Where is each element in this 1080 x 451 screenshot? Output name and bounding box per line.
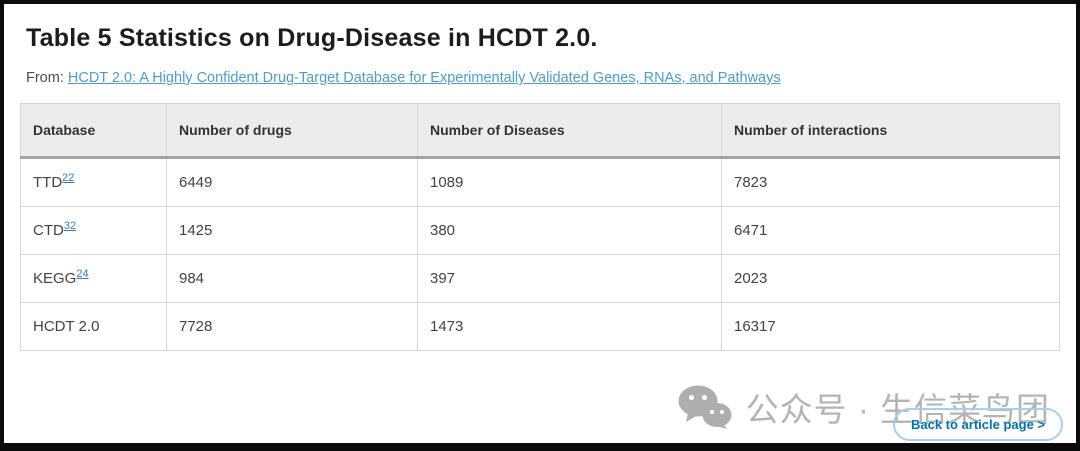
database-cell: TTD22	[20, 157, 167, 207]
diseases-cell: 1473	[417, 302, 722, 351]
database-name: CTD	[33, 222, 64, 239]
drugs-cell: 6449	[166, 157, 418, 207]
table-header-row: Database Number of drugs Number of Disea…	[20, 103, 1060, 159]
table-row: TTD22 6449 1089 7823	[20, 157, 1060, 207]
drugs-cell: 984	[166, 254, 418, 303]
statistics-table: Database Number of drugs Number of Disea…	[20, 103, 1060, 351]
reference-link[interactable]: 24	[76, 268, 89, 280]
table-row: CTD32 1425 380 6471	[20, 206, 1060, 255]
column-header-database: Database	[20, 103, 167, 159]
source-article-link[interactable]: HCDT 2.0: A Highly Confident Drug-Target…	[67, 70, 781, 86]
drugs-cell: 7728	[166, 302, 418, 351]
interactions-cell: 6471	[721, 206, 1060, 255]
interactions-cell: 16317	[721, 302, 1060, 351]
drugs-cell: 1425	[166, 206, 418, 255]
interactions-cell: 2023	[721, 254, 1060, 303]
database-name: TTD	[33, 174, 63, 191]
source-line: From: HCDT 2.0: A Highly Confident Drug-…	[26, 70, 1060, 86]
page-title: Table 5 Statistics on Drug-Disease in HC…	[26, 24, 598, 52]
database-name: KEGG	[33, 270, 77, 287]
table-row: HCDT 2.0 7728 1473 16317	[20, 302, 1060, 351]
diseases-cell: 1089	[417, 157, 722, 207]
from-label: From:	[26, 70, 64, 86]
content-area: Table 5 Statistics on Drug-Disease in HC…	[4, 4, 1076, 351]
diseases-cell: 397	[417, 254, 722, 303]
database-name: HCDT 2.0	[33, 318, 100, 335]
column-header-interactions: Number of interactions	[721, 103, 1060, 159]
interactions-cell: 7823	[721, 157, 1060, 207]
database-cell: HCDT 2.0	[20, 302, 167, 351]
column-header-diseases: Number of Diseases	[417, 103, 722, 159]
table-row: KEGG24 984 397 2023	[20, 254, 1060, 303]
diseases-cell: 380	[417, 206, 722, 255]
column-header-drugs: Number of drugs	[166, 103, 418, 159]
back-to-article-button[interactable]: Back to article page >	[892, 408, 1063, 441]
database-cell: CTD32	[20, 206, 167, 255]
database-cell: KEGG24	[20, 254, 167, 303]
wechat-icon	[678, 385, 732, 429]
reference-link[interactable]: 32	[63, 220, 77, 232]
reference-link[interactable]: 22	[62, 172, 75, 184]
